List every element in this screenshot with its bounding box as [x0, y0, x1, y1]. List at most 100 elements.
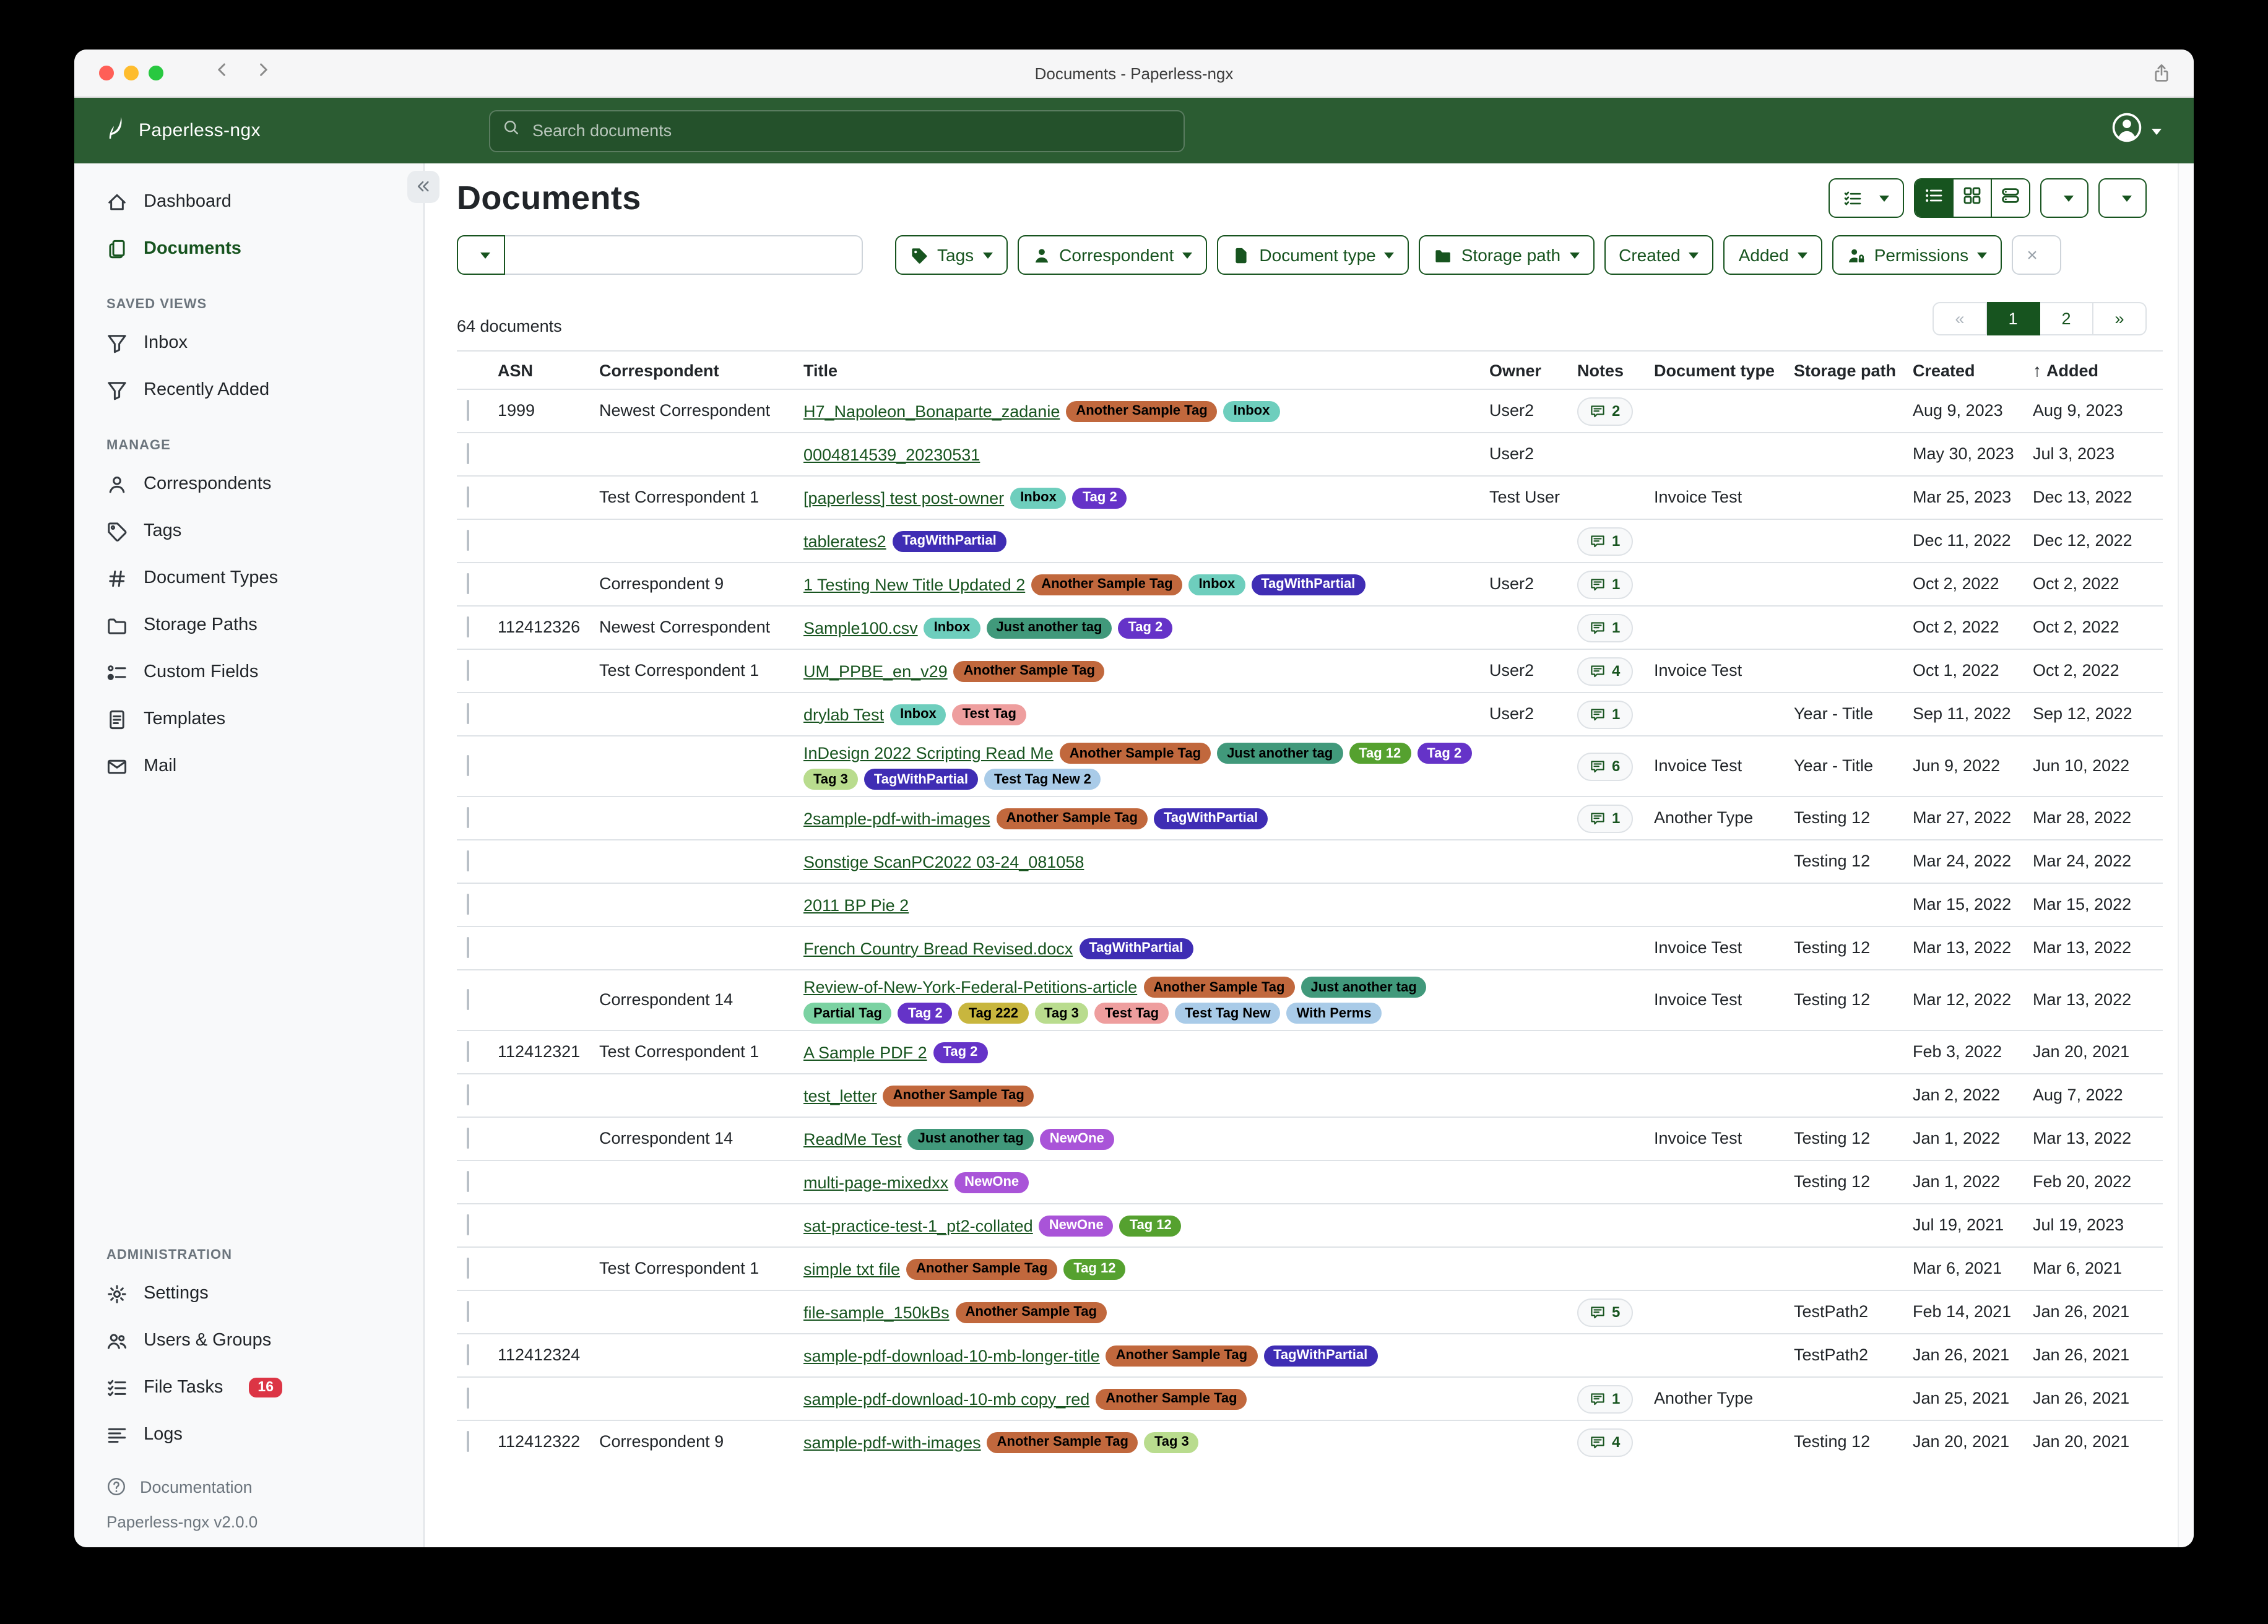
pagination-next-button[interactable]: »: [2093, 302, 2147, 335]
notes-count-button[interactable]: 1: [1577, 1384, 1633, 1413]
browser-back-icon[interactable]: [213, 61, 232, 85]
document-type-cell[interactable]: Invoice Test: [1654, 756, 1742, 775]
filter-correspondent-button[interactable]: Correspondent: [1017, 235, 1208, 275]
tag-pill[interactable]: Inbox: [1010, 487, 1067, 508]
global-search[interactable]: [489, 110, 1185, 152]
row-checkbox[interactable]: [467, 1214, 469, 1235]
sidebar-item-users-groups[interactable]: Users & Groups: [74, 1317, 423, 1364]
document-title-link[interactable]: Review-of-New-York-Federal-Petitions-art…: [803, 978, 1138, 996]
document-title-link[interactable]: file-sample_150kBs: [803, 1303, 950, 1321]
row-checkbox[interactable]: [467, 616, 469, 637]
tag-pill[interactable]: Inbox: [1188, 574, 1245, 595]
tag-pill[interactable]: Tag 2: [1417, 743, 1472, 764]
zoom-window-button[interactable]: [149, 66, 163, 80]
row-checkbox[interactable]: [467, 399, 469, 421]
sidebar-collapse-button[interactable]: [407, 171, 439, 203]
tag-pill[interactable]: Inbox: [890, 704, 946, 725]
document-title-link[interactable]: [paperless] test post-owner: [803, 488, 1005, 507]
tag-pill[interactable]: Tag 2: [1072, 487, 1127, 508]
correspondent-cell[interactable]: Newest Correspondent: [599, 617, 771, 636]
tag-pill[interactable]: Tag 3: [1144, 1432, 1199, 1453]
storage-path-cell[interactable]: Year - Title: [1794, 756, 1874, 775]
row-checkbox[interactable]: [467, 1430, 469, 1452]
correspondent-cell[interactable]: Newest Correspondent: [599, 400, 771, 420]
storage-path-cell[interactable]: TestPath2: [1794, 1345, 1869, 1364]
document-title-link[interactable]: simple txt file: [803, 1259, 901, 1278]
column-header-owner[interactable]: Owner: [1489, 361, 1542, 379]
sidebar-item-mail[interactable]: Mail: [74, 743, 423, 790]
tag-pill[interactable]: Inbox: [1223, 400, 1280, 421]
column-header-created[interactable]: Created: [1913, 361, 1975, 379]
row-checkbox[interactable]: [467, 893, 469, 915]
row-checkbox[interactable]: [467, 988, 469, 1010]
tag-pill[interactable]: NewOne: [954, 1172, 1029, 1193]
filter-tags-button[interactable]: Tags: [895, 235, 1008, 275]
pagination-prev-button[interactable]: «: [1933, 302, 1987, 335]
notes-count-button[interactable]: 6: [1577, 752, 1633, 780]
tag-pill[interactable]: Test Tag New 2: [984, 769, 1101, 790]
document-title-link[interactable]: 0004814539_20230531: [803, 445, 980, 464]
sidebar-item-correspondents[interactable]: Correspondents: [74, 460, 423, 508]
document-title-link[interactable]: sample-pdf-download-10-mb-longer-title: [803, 1346, 1100, 1365]
row-checkbox[interactable]: [467, 1040, 469, 1062]
tag-pill[interactable]: Another Sample Tag: [996, 808, 1148, 829]
filter-permissions-button[interactable]: Permissions: [1832, 235, 2002, 275]
row-checkbox[interactable]: [467, 1084, 469, 1105]
close-window-button[interactable]: [99, 66, 114, 80]
tag-pill[interactable]: Tag 3: [803, 769, 858, 790]
storage-path-cell[interactable]: Testing 12: [1794, 990, 1871, 1009]
search-input[interactable]: [530, 120, 1171, 141]
tag-pill[interactable]: TagWithPartial: [892, 530, 1006, 551]
tag-pill[interactable]: Another Sample Tag: [1059, 743, 1211, 764]
document-type-cell[interactable]: Another Type: [1654, 808, 1754, 827]
tag-pill[interactable]: Just another tag: [986, 617, 1112, 638]
tag-pill[interactable]: Tag 12: [1349, 743, 1411, 764]
notes-count-button[interactable]: 1: [1577, 613, 1633, 642]
brand[interactable]: Paperless-ngx: [74, 115, 489, 146]
notes-count-button[interactable]: 4: [1577, 657, 1633, 685]
text-filter-input[interactable]: [505, 235, 863, 275]
notes-count-button[interactable]: 2: [1577, 397, 1633, 425]
document-type-cell[interactable]: Another Type: [1654, 1388, 1754, 1407]
tag-pill[interactable]: With Perms: [1286, 1003, 1382, 1024]
select-button[interactable]: [1829, 178, 1904, 218]
row-checkbox[interactable]: [467, 754, 469, 776]
scrollbar-track[interactable]: [2178, 163, 2194, 1547]
document-title-link[interactable]: Sonstige ScanPC2022 03-24_081058: [803, 852, 1084, 871]
notes-count-button[interactable]: 5: [1577, 1298, 1633, 1326]
row-checkbox[interactable]: [467, 1170, 469, 1192]
tag-pill[interactable]: Tag 3: [1034, 1003, 1089, 1024]
sidebar-item-dashboard[interactable]: Dashboard: [74, 178, 423, 225]
tag-pill[interactable]: Tag 222: [958, 1003, 1029, 1024]
document-title-link[interactable]: ReadMe Test: [803, 1129, 902, 1148]
tag-pill[interactable]: Another Sample Tag: [1096, 1388, 1247, 1409]
sidebar-item-tags[interactable]: Tags: [74, 508, 423, 555]
tag-pill[interactable]: Another Sample Tag: [1066, 400, 1218, 421]
correspondent-cell[interactable]: Test Correspondent 1: [599, 660, 760, 680]
share-icon[interactable]: [2152, 63, 2171, 83]
notes-count-button[interactable]: 1: [1577, 700, 1633, 728]
text-filter-mode-button[interactable]: [457, 235, 505, 275]
row-checkbox[interactable]: [467, 443, 469, 464]
browser-forward-icon[interactable]: [254, 61, 272, 85]
tag-pill[interactable]: Another Sample Tag: [1143, 977, 1295, 998]
document-title-link[interactable]: drylab Test: [803, 705, 885, 723]
document-title-link[interactable]: H7_Napoleon_Bonaparte_zadanie: [803, 402, 1060, 420]
document-title-link[interactable]: 2sample-pdf-with-images: [803, 809, 990, 827]
document-type-cell[interactable]: Invoice Test: [1654, 1128, 1742, 1147]
tag-pill[interactable]: Another Sample Tag: [953, 660, 1105, 681]
row-checkbox[interactable]: [467, 702, 469, 724]
storage-path-cell[interactable]: Testing 12: [1794, 1172, 1871, 1191]
correspondent-cell[interactable]: Correspondent 14: [599, 990, 734, 1009]
row-checkbox[interactable]: [467, 659, 469, 681]
tag-pill[interactable]: Another Sample Tag: [955, 1302, 1107, 1323]
column-header-notes[interactable]: Notes: [1577, 361, 1624, 379]
storage-path-cell[interactable]: TestPath2: [1794, 1302, 1869, 1321]
sidebar-item-inbox[interactable]: Inbox: [74, 319, 423, 366]
sidebar-item-documents[interactable]: Documents: [74, 225, 423, 272]
filter-document-type-button[interactable]: Document type: [1217, 235, 1409, 275]
row-checkbox[interactable]: [467, 529, 469, 551]
document-title-link[interactable]: sample-pdf-download-10-mb copy_red: [803, 1389, 1090, 1408]
sidebar-item-document-types[interactable]: Document Types: [74, 555, 423, 602]
column-header-title[interactable]: Title: [803, 361, 838, 379]
